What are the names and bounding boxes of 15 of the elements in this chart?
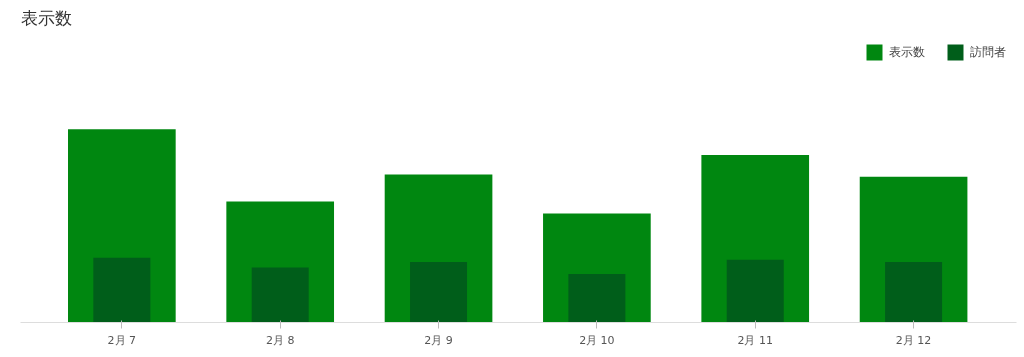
legend-label: 表示数 [889, 43, 925, 61]
bar [93, 257, 151, 323]
x-tick-label: 2月 8 [265, 333, 295, 347]
x-tick-label: 2月 10 [579, 333, 615, 347]
bar [251, 267, 309, 323]
bar [410, 261, 468, 323]
x-tick-label: 2月 11 [737, 333, 773, 347]
x-tick-label: 2月 9 [424, 333, 453, 347]
x-tick-label: 2月 12 [895, 333, 932, 347]
bar [885, 261, 943, 323]
chart-title: 表示数 [20, 7, 72, 28]
x-tick-label: 2月 7 [107, 333, 137, 347]
legend-label: 訪問者 [970, 43, 1006, 61]
bar [726, 259, 784, 323]
bar [568, 273, 626, 323]
